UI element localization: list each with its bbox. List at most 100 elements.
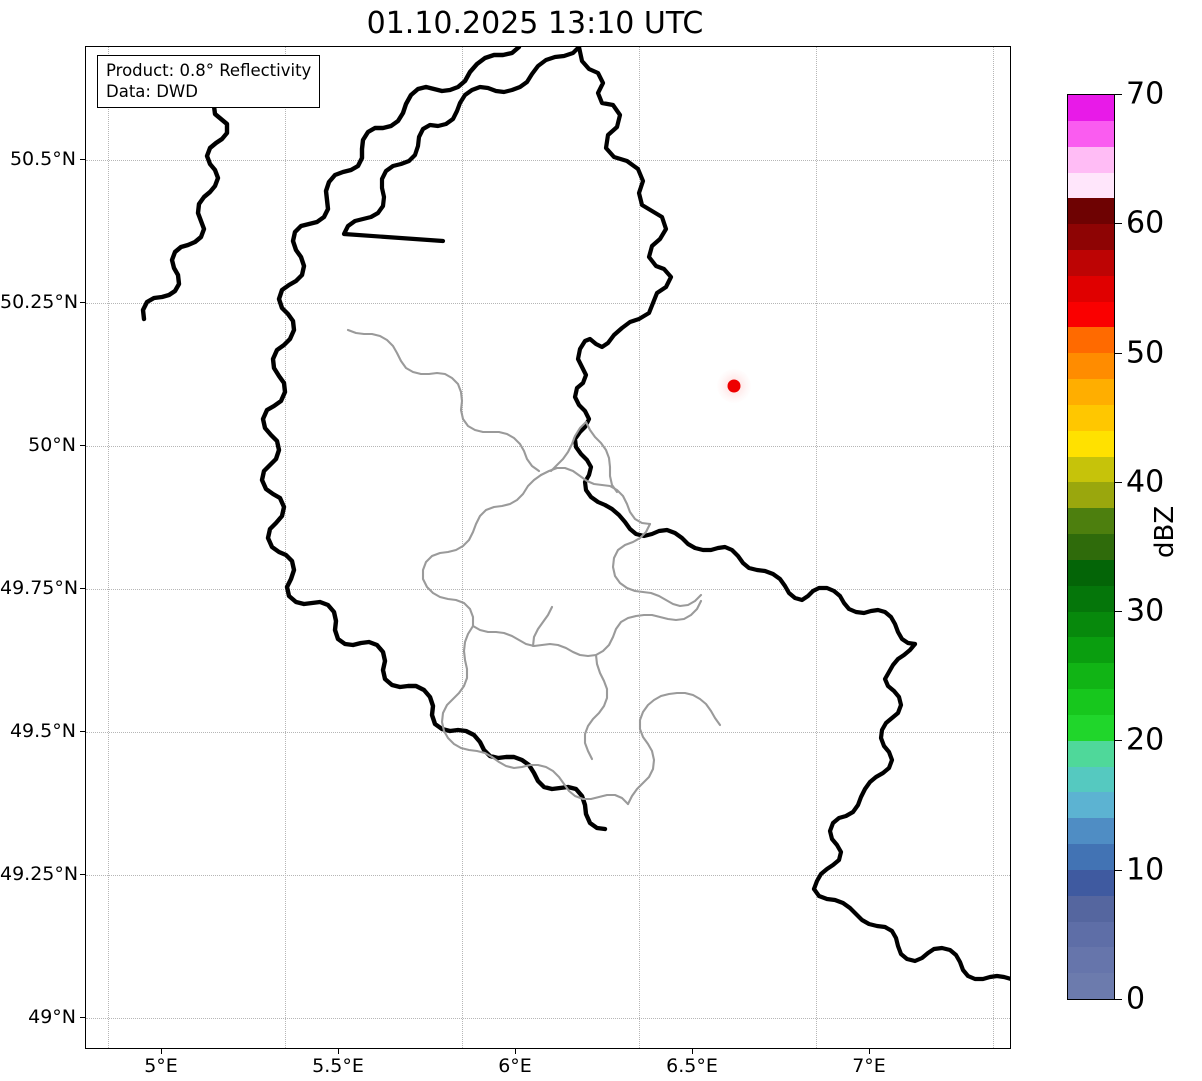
colorbar-band	[1068, 146, 1114, 173]
info-box: Product: 0.8° Reflectivity Data: DWD	[97, 55, 321, 109]
colorbar-tick-label: 50	[1126, 335, 1165, 371]
colorbar-band	[1068, 921, 1114, 948]
colorbar-tick-label: 0	[1126, 981, 1146, 1017]
colorbar-band	[1068, 456, 1114, 483]
x-tickmark	[869, 1049, 870, 1054]
gridline-latitude	[86, 446, 1010, 447]
colorbar-tickmark	[1115, 353, 1122, 354]
colorbar-band	[1068, 198, 1114, 225]
colorbar-band	[1068, 404, 1114, 431]
colorbar-band	[1068, 379, 1114, 405]
y-tick-label: 49.75°N	[0, 577, 79, 599]
colorbar-band	[1068, 947, 1114, 974]
national-border-path	[341, 47, 1010, 982]
colorbar-band	[1068, 895, 1114, 922]
y-tick-label: 49.25°N	[0, 863, 79, 885]
colorbar	[1067, 94, 1115, 1000]
colorbar-band	[1068, 482, 1114, 509]
info-product-line: Product: 0.8° Reflectivity	[106, 61, 312, 80]
colorbar-tick-label: 10	[1126, 852, 1165, 888]
colorbar-band	[1068, 534, 1114, 560]
colorbar-tickmark	[1115, 223, 1122, 224]
y-tickmark	[80, 874, 85, 875]
gridline-longitude	[285, 47, 286, 1048]
x-tick-label: 6°E	[498, 1055, 532, 1077]
colorbar-tick-label: 40	[1126, 464, 1165, 500]
x-tickmark	[338, 1049, 339, 1054]
colorbar-band	[1068, 120, 1114, 147]
colorbar-tick-label: 70	[1126, 76, 1165, 112]
y-tickmark	[80, 731, 85, 732]
gridline-longitude	[462, 47, 463, 1048]
colorbar-band	[1068, 172, 1114, 199]
gridline-longitude	[993, 47, 994, 1048]
y-tickmark	[80, 302, 85, 303]
gridline-longitude	[108, 47, 109, 1048]
x-tickmark	[692, 1049, 693, 1054]
gridline-latitude	[86, 303, 1010, 304]
info-data-line: Data: DWD	[106, 82, 198, 102]
x-tick-label: 7°E	[852, 1055, 886, 1077]
gridline-latitude	[86, 1018, 1010, 1019]
radar-site-marker[interactable]	[727, 379, 741, 393]
colorbar-band	[1068, 585, 1114, 612]
colorbar-tickmark	[1115, 611, 1122, 612]
colorbar-band	[1068, 869, 1114, 896]
colorbar-band	[1068, 275, 1114, 302]
x-tickmark	[161, 1049, 162, 1054]
x-tick-label: 5.5°E	[312, 1055, 364, 1077]
colorbar-band	[1068, 224, 1114, 250]
y-tickmark	[80, 1017, 85, 1018]
gridline-latitude	[86, 160, 1010, 161]
x-tickmark	[515, 1049, 516, 1054]
colorbar-band	[1068, 301, 1114, 328]
colorbar-gradient	[1068, 95, 1114, 999]
colorbar-band	[1068, 430, 1114, 457]
y-tick-label: 50.25°N	[0, 291, 79, 313]
colorbar-tickmark	[1115, 482, 1122, 483]
gridline-latitude	[86, 875, 1010, 876]
y-tick-label: 49.5°N	[9, 720, 76, 742]
colorbar-band	[1068, 611, 1114, 638]
colorbar-tickmark	[1115, 740, 1122, 741]
country-borders-map	[140, 47, 1010, 982]
colorbar-tick-label: 30	[1126, 593, 1165, 629]
colorbar-band	[1068, 766, 1114, 793]
luxembourg-border-path	[259, 47, 608, 832]
colorbar-band	[1068, 792, 1114, 819]
colorbar-band	[1068, 95, 1114, 121]
colorbar-band	[1068, 714, 1114, 741]
colorbar-tick-label: 60	[1126, 205, 1165, 241]
gridline-latitude	[86, 589, 1010, 590]
y-tickmark	[80, 588, 85, 589]
gridline-latitude	[86, 732, 1010, 733]
map-plot-area	[85, 46, 1011, 1049]
canton-boundaries-path	[346, 328, 722, 806]
colorbar-band	[1068, 249, 1114, 276]
y-tick-label: 49°N	[28, 1006, 76, 1028]
colorbar-band	[1068, 559, 1114, 586]
x-tick-label: 5°E	[144, 1055, 178, 1077]
y-tick-label: 50°N	[28, 434, 76, 456]
colorbar-band	[1068, 818, 1114, 845]
y-tickmark	[80, 445, 85, 446]
colorbar-tickmark	[1115, 999, 1122, 1000]
colorbar-tickmark	[1115, 94, 1122, 95]
gridline-longitude	[816, 47, 817, 1048]
colorbar-band	[1068, 740, 1114, 767]
colorbar-band	[1068, 689, 1114, 715]
gridline-longitude	[639, 47, 640, 1048]
colorbar-tick-label: 20	[1126, 722, 1165, 758]
colorbar-band	[1068, 663, 1114, 690]
y-tick-label: 50.5°N	[9, 148, 76, 170]
colorbar-band	[1068, 508, 1114, 535]
colorbar-axis-label: dBZ	[1150, 505, 1180, 558]
colorbar-band	[1068, 973, 1114, 999]
colorbar-band	[1068, 637, 1114, 664]
colorbar-tickmark	[1115, 870, 1122, 871]
colorbar-band	[1068, 353, 1114, 380]
x-tick-label: 6.5°E	[666, 1055, 718, 1077]
colorbar-band	[1068, 327, 1114, 354]
colorbar-band	[1068, 844, 1114, 870]
y-tickmark	[80, 159, 85, 160]
